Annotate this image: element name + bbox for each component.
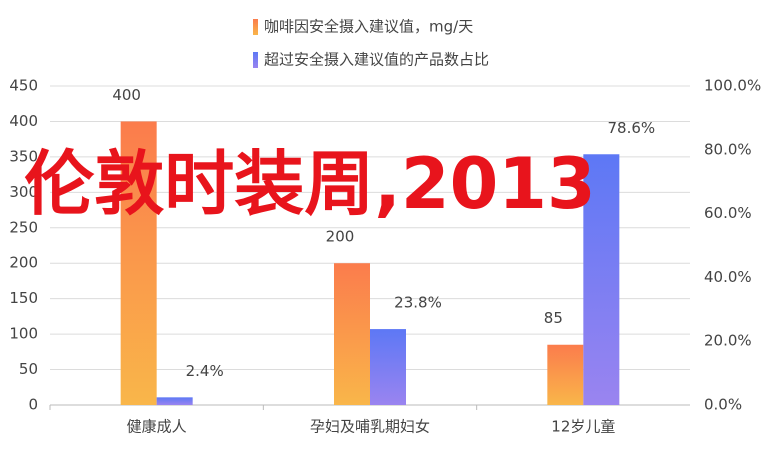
y2-tick-label: 0.0% — [704, 396, 742, 414]
x-tick-label: 孕妇及哺乳期妇女 — [310, 418, 430, 436]
bar — [547, 344, 584, 405]
x-tick-label: 健康成人 — [127, 418, 187, 436]
legend-label: 超过安全摄入建议值的产品数占比 — [264, 51, 489, 69]
y2-tick-label: 80.0% — [704, 140, 752, 158]
y-tick-label: 400 — [9, 112, 38, 130]
y-tick-label: 100 — [9, 325, 38, 343]
data-label: 400 — [112, 86, 141, 104]
data-label: 2.4% — [186, 362, 224, 380]
x-tick-label: 12岁儿童 — [551, 418, 615, 436]
bar — [583, 154, 620, 405]
legend-swatch — [253, 19, 258, 35]
y-tick-label: 350 — [9, 147, 38, 165]
y-tick-label: 300 — [9, 183, 38, 201]
y2-tick-label: 40.0% — [704, 268, 752, 286]
data-label: 200 — [326, 228, 355, 246]
y-tick-label: 200 — [9, 254, 38, 272]
legend-swatch — [253, 52, 258, 68]
y2-tick-label: 20.0% — [704, 332, 752, 350]
legend-label: 咖啡因安全摄入建议值，mg/天 — [264, 18, 473, 36]
data-label: 85 — [544, 309, 563, 327]
y2-tick-label: 100.0% — [704, 77, 761, 95]
bar — [120, 121, 157, 405]
bar — [334, 263, 370, 405]
y2-tick-label: 60.0% — [704, 204, 752, 222]
y-tick-label: 450 — [9, 77, 38, 95]
bar — [370, 329, 406, 405]
bar — [156, 397, 193, 405]
y-tick-label: 150 — [9, 289, 38, 307]
data-label: 78.6% — [608, 119, 656, 137]
y-tick-label: 50 — [19, 360, 38, 378]
overlay-annotation: 伦敦时装周,2013 — [24, 143, 596, 225]
y-tick-label: 0 — [28, 396, 38, 414]
data-label: 23.8% — [394, 294, 442, 312]
y-tick-label: 250 — [9, 218, 38, 236]
